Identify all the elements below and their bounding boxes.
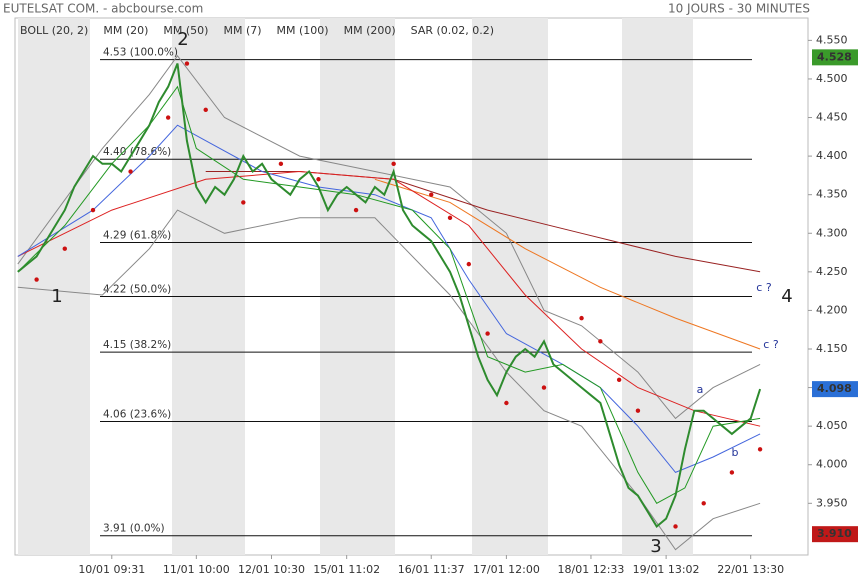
wave-label: 3: [650, 536, 661, 557]
sar-dot: [62, 246, 67, 251]
sar-dot: [504, 400, 509, 406]
series-line: [374, 178, 761, 350]
x-tick-label: 22/01 13:30: [717, 563, 784, 576]
sar-dot: [616, 377, 622, 383]
y-tick-label: 4.450: [816, 111, 848, 124]
price-badge: [812, 381, 858, 398]
session-shade: [472, 18, 548, 555]
sar-dot: [729, 470, 735, 475]
legend: BOLL (20, 2) MM (20) MM (50) MM (7) MM (100)…: [20, 24, 494, 37]
sar-dot: [673, 524, 678, 529]
sar-dot: [165, 115, 171, 120]
sar-dot: [429, 192, 434, 197]
fib-label: 4.15 (38.2%): [103, 339, 171, 351]
series-line: [17, 124, 761, 474]
session-shade: [18, 18, 90, 555]
y-tick-label: 4.150: [816, 342, 848, 355]
series-line: [17, 170, 761, 427]
session-shade: [172, 18, 245, 555]
wave-label: 4: [781, 286, 792, 307]
x-tick-label: 10/01 09:31: [78, 563, 145, 576]
price-badge-label: 3.910: [817, 527, 852, 540]
wave-label: c ?: [756, 281, 772, 294]
sar-dot: [391, 161, 396, 167]
series-line: [17, 209, 761, 551]
sar-dot: [316, 177, 321, 182]
price-badge: [812, 526, 858, 543]
y-tick-label: 4.000: [816, 458, 848, 471]
fib-label: 3.91 (0.0%): [103, 523, 165, 535]
y-tick-label: 4.250: [816, 265, 848, 278]
fib-label: 4.06 (23.6%): [103, 409, 171, 421]
x-tick-label: 12/01 10:30: [238, 563, 305, 576]
y-tick-label: 4.550: [816, 33, 848, 46]
x-tick-label: 17/01 12:00: [473, 563, 540, 576]
sar-dot: [241, 200, 246, 205]
y-tick-label: 4.400: [816, 149, 848, 162]
header-title: EUTELSAT COM. - abcbourse.com: [3, 2, 203, 16]
sar-dot: [466, 261, 472, 267]
price-badge: [812, 49, 858, 66]
x-tick-label: 11/01 10:00: [163, 563, 230, 576]
y-tick-label: 4.350: [816, 188, 848, 201]
series-line: [17, 63, 762, 529]
legend-entry: MM (20): [103, 24, 148, 37]
sar-dot: [485, 331, 490, 336]
sar-dot: [34, 277, 39, 282]
sar-dot: [203, 107, 208, 113]
wave-label: c ?: [763, 338, 779, 351]
y-tick-label: 4.200: [816, 303, 848, 316]
x-tick-label: 15/01 11:02: [313, 563, 380, 576]
price-badge-label: 4.098: [817, 382, 852, 395]
x-tick-label: 19/01 13:02: [633, 563, 700, 576]
session-shade: [622, 18, 693, 555]
wave-label: a: [697, 383, 704, 396]
sar-dot: [184, 61, 190, 66]
legend-entry: BOLL (20, 2): [20, 24, 88, 37]
session-shade: [320, 18, 395, 555]
sar-dot: [635, 408, 641, 413]
sar-dot: [90, 207, 96, 213]
sar-dot: [128, 169, 133, 174]
fib-label: 4.22 (50.0%): [103, 284, 171, 296]
sar-dot: [278, 161, 284, 167]
wave-label: b: [732, 446, 739, 459]
price-badge-label: 4.528: [817, 50, 852, 63]
fib-label: 4.53 (100.0%): [103, 47, 178, 59]
x-tick-label: 16/01 11:37: [398, 563, 465, 576]
legend-entry: MM (50): [163, 24, 208, 37]
wave-label: 2: [177, 29, 188, 50]
sar-dot: [757, 447, 763, 452]
series-line: [17, 54, 761, 420]
legend-entry: SAR (0.02, 0.2): [411, 24, 494, 37]
sar-dot: [701, 501, 706, 506]
sar-dot: [353, 207, 359, 213]
fib-label: 4.40 (78.6%): [103, 146, 171, 158]
y-tick-label: 4.050: [816, 419, 848, 432]
header-period: 10 JOURS - 30 MINUTES: [668, 2, 810, 16]
plot: 4.53 (100.0%) 4.40 (78.6%) 4.29 (61.8%) 4.2…: [17, 47, 763, 551]
y-tick-label: 4.300: [816, 226, 848, 239]
sar-dot: [579, 315, 584, 321]
sar-dot: [541, 385, 547, 390]
legend-entry: MM (200): [344, 24, 396, 37]
wave-label: 1: [51, 286, 62, 307]
sar-dot: [598, 339, 603, 344]
fib-label: 4.29 (61.8%): [103, 230, 171, 242]
y-tick-label: 4.500: [816, 72, 848, 85]
legend-entry: MM (7): [223, 24, 261, 37]
sar-dot: [447, 215, 453, 221]
y-tick-label: 3.950: [816, 496, 848, 509]
legend-entry: MM (100): [277, 24, 329, 37]
x-tick-label: 18/01 12:33: [558, 563, 625, 576]
series-line: [17, 85, 761, 504]
